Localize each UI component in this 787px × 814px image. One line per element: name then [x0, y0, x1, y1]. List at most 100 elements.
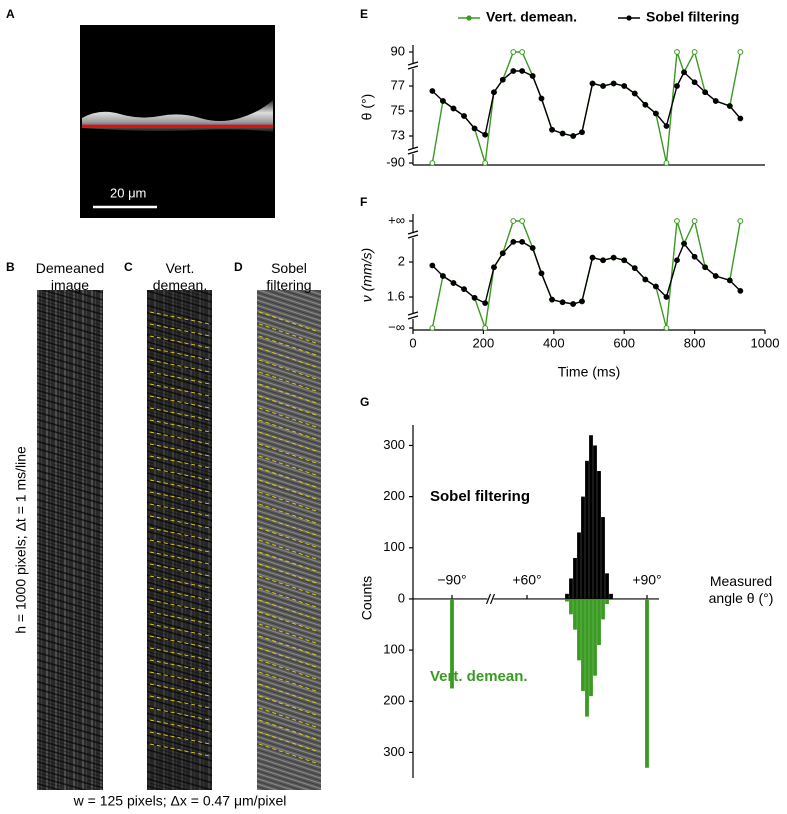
kymograph-title: Demeaned image: [35, 260, 105, 293]
guide-line: [258, 395, 320, 417]
y-tick-label: 1.6: [387, 288, 405, 303]
guide-line: [149, 443, 211, 457]
bar: [597, 471, 601, 599]
guide-line: [258, 455, 320, 477]
bar: [605, 573, 609, 599]
x-tick-label: 200: [473, 335, 495, 350]
guide-line: [258, 551, 320, 573]
axis-break: [489, 593, 496, 605]
guide-line: [149, 731, 211, 745]
guide-line: [149, 431, 211, 445]
series-label: Vert. demean.: [430, 668, 528, 685]
guide-line: [258, 467, 320, 489]
point: [482, 131, 489, 138]
bar: [450, 598, 454, 689]
guide-line: [149, 515, 211, 529]
point: [652, 110, 659, 117]
kymograph-texture: [37, 290, 103, 790]
point: [674, 218, 680, 224]
point: [691, 218, 698, 224]
panel-label: E: [360, 7, 368, 21]
guide-line: [149, 623, 211, 637]
point: [610, 80, 617, 87]
point: [499, 76, 506, 83]
guide-line: [258, 707, 320, 729]
point: [681, 69, 687, 76]
point: [491, 264, 497, 271]
point: [429, 160, 436, 166]
guide-line: [149, 671, 211, 685]
axis-break: [408, 148, 418, 154]
point: [691, 79, 698, 86]
point: [691, 49, 698, 55]
point: [519, 68, 526, 74]
x-tick-label: +90°: [632, 572, 661, 588]
guide-line: [149, 347, 211, 361]
guide-line: [149, 311, 211, 325]
point: [538, 95, 545, 102]
panel-label: C: [124, 260, 133, 274]
kymograph-texture: [147, 290, 212, 790]
point: [674, 49, 680, 55]
guide-line: [258, 659, 320, 681]
point: [712, 98, 719, 104]
point: [482, 300, 489, 307]
y-tick-label: −∞: [388, 319, 405, 334]
point: [674, 83, 680, 89]
axis-break: [407, 65, 419, 70]
guide-line: [258, 587, 320, 609]
bar: [597, 598, 601, 645]
bar: [589, 598, 593, 697]
guide-line: [149, 539, 211, 553]
point: [712, 273, 719, 279]
guide-line: [258, 371, 320, 393]
point: [674, 257, 680, 264]
bar: [593, 445, 597, 599]
point: [681, 240, 687, 247]
point: [631, 265, 638, 272]
x-tick-label: 600: [613, 335, 635, 350]
guide-line: [149, 611, 211, 625]
point: [726, 103, 733, 109]
guide-line: [258, 491, 320, 513]
series-line: [431, 50, 742, 164]
guide-line: [149, 563, 211, 577]
bar: [577, 532, 581, 599]
guide-line: [258, 719, 320, 741]
y-tick-label: 300: [383, 744, 405, 759]
guide-line: [149, 719, 211, 733]
point: [482, 325, 489, 331]
legend-label: Sobel filtering: [646, 9, 739, 25]
point: [737, 218, 744, 224]
scale-bar-label: 20 μm: [110, 185, 146, 200]
guide-line: [149, 551, 211, 565]
point: [450, 105, 457, 112]
point: [429, 88, 436, 94]
guide-line: [149, 659, 211, 673]
guide-line: [258, 335, 320, 357]
guide-line: [149, 647, 211, 661]
x-tick-label: 0: [409, 335, 416, 350]
y-tick-label: +∞: [388, 212, 405, 227]
guide-line: [258, 515, 320, 537]
guide-line: [149, 575, 211, 589]
bar: [589, 435, 593, 599]
guide-line: [149, 743, 211, 757]
point: [471, 125, 478, 132]
point: [652, 283, 659, 290]
point: [519, 238, 526, 245]
bar: [585, 460, 589, 599]
guide-line: [149, 491, 211, 505]
point: [529, 245, 536, 251]
guide-line: [149, 635, 211, 649]
point: [702, 89, 709, 96]
point: [691, 253, 698, 260]
axis-break: [408, 63, 418, 69]
bar: [573, 598, 577, 630]
x-tick-label: +60°: [512, 572, 541, 588]
bar: [577, 598, 581, 661]
point: [510, 218, 517, 224]
y-axis-label: ν (mm/s): [359, 248, 375, 302]
axis-break: [407, 150, 419, 155]
